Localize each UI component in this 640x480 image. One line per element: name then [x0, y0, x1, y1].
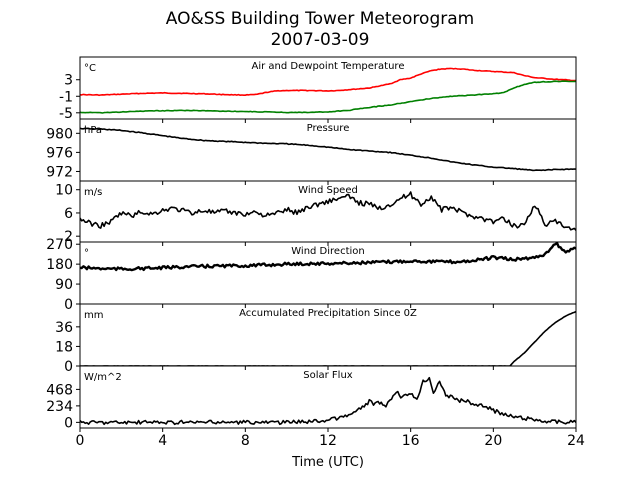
y-tick-label: 6	[64, 206, 73, 222]
figure-title: AO&SS Building Tower Meteorogram	[166, 9, 474, 29]
wind-direction-series-line	[80, 242, 576, 272]
x-tick-label: 8	[241, 433, 250, 449]
pressure-series-line	[80, 127, 576, 172]
y-tick-label: 90	[55, 277, 73, 293]
x-tick-label: 20	[484, 433, 502, 449]
y-tick-label: 0	[64, 297, 73, 313]
y-tick-label: 972	[46, 164, 73, 180]
temperature-series-line	[80, 67, 576, 97]
x-axis: 0 4 8 12 16 20 24	[76, 433, 585, 449]
x-tick-label: 24	[567, 433, 585, 449]
solar-flux-unit-label: W/m^2	[84, 372, 122, 383]
pressure-panel-title: Pressure	[307, 123, 350, 134]
y-tick-label: 3	[64, 73, 73, 89]
precipitation-series-line	[80, 310, 576, 366]
wind-speed-panel: 10 6 2 m/s Wind Speed	[55, 180, 577, 246]
wind-speed-panel-title: Wind Speed	[298, 185, 358, 196]
solar-flux-series-line	[80, 376, 576, 426]
precipitation-panel: 36 18 0 mm Accumulated Precipitation Since 0…	[55, 303, 577, 375]
y-tick-label: -1	[59, 89, 73, 105]
y-tick-label: 180	[46, 257, 73, 273]
y-tick-label: 18	[55, 339, 73, 355]
wind-direction-unit-label: °	[84, 248, 89, 259]
wind-direction-panel-title: Wind Direction	[291, 246, 365, 257]
y-tick-label: 0	[64, 415, 73, 431]
wind-direction-panel: 270 180 90 0 ° Wind Direction	[46, 237, 577, 313]
y-tick-label: 2	[64, 229, 73, 245]
pressure-unit-label: hPa	[84, 125, 102, 136]
y-tick-label: -5	[59, 106, 73, 122]
x-tick-label: 12	[319, 433, 337, 449]
solar-flux-panel-title: Solar Flux	[303, 370, 353, 381]
y-tick-label: 270	[46, 237, 73, 253]
y-tick-label: 0	[64, 359, 73, 375]
pressure-panel: 980 976 972 hPa Pressure	[46, 118, 577, 185]
y-tick-label: 980	[46, 126, 73, 142]
x-tick-label: 4	[158, 433, 167, 449]
panels: 3-1-5 °C Air and Dewpoint Temperature 980 97…	[46, 56, 577, 432]
x-axis-label: Time (UTC)	[291, 455, 364, 470]
y-tick-label: 234	[46, 399, 73, 415]
precipitation-unit-label: mm	[84, 310, 103, 321]
wind-speed-series-line	[80, 191, 576, 231]
y-tick-label: 468	[46, 382, 73, 398]
precipitation-panel-title: Accumulated Precipitation Since 0Z	[239, 308, 417, 319]
y-tick-label: 10	[55, 183, 73, 199]
temperature-panel-title: Air and Dewpoint Temperature	[252, 61, 405, 72]
figure-subtitle: 2007-03-09	[271, 30, 370, 50]
wind-speed-unit-label: m/s	[84, 187, 102, 198]
y-tick-label: 976	[46, 145, 73, 161]
temperature-panel: 3-1-5 °C Air and Dewpoint Temperature	[59, 56, 577, 123]
temperature-unit-label: °C	[84, 63, 96, 74]
temperature-series-line	[80, 80, 576, 114]
x-tick-label: 0	[76, 433, 85, 449]
y-tick-label: 36	[55, 320, 73, 336]
x-tick-label: 16	[402, 433, 420, 449]
